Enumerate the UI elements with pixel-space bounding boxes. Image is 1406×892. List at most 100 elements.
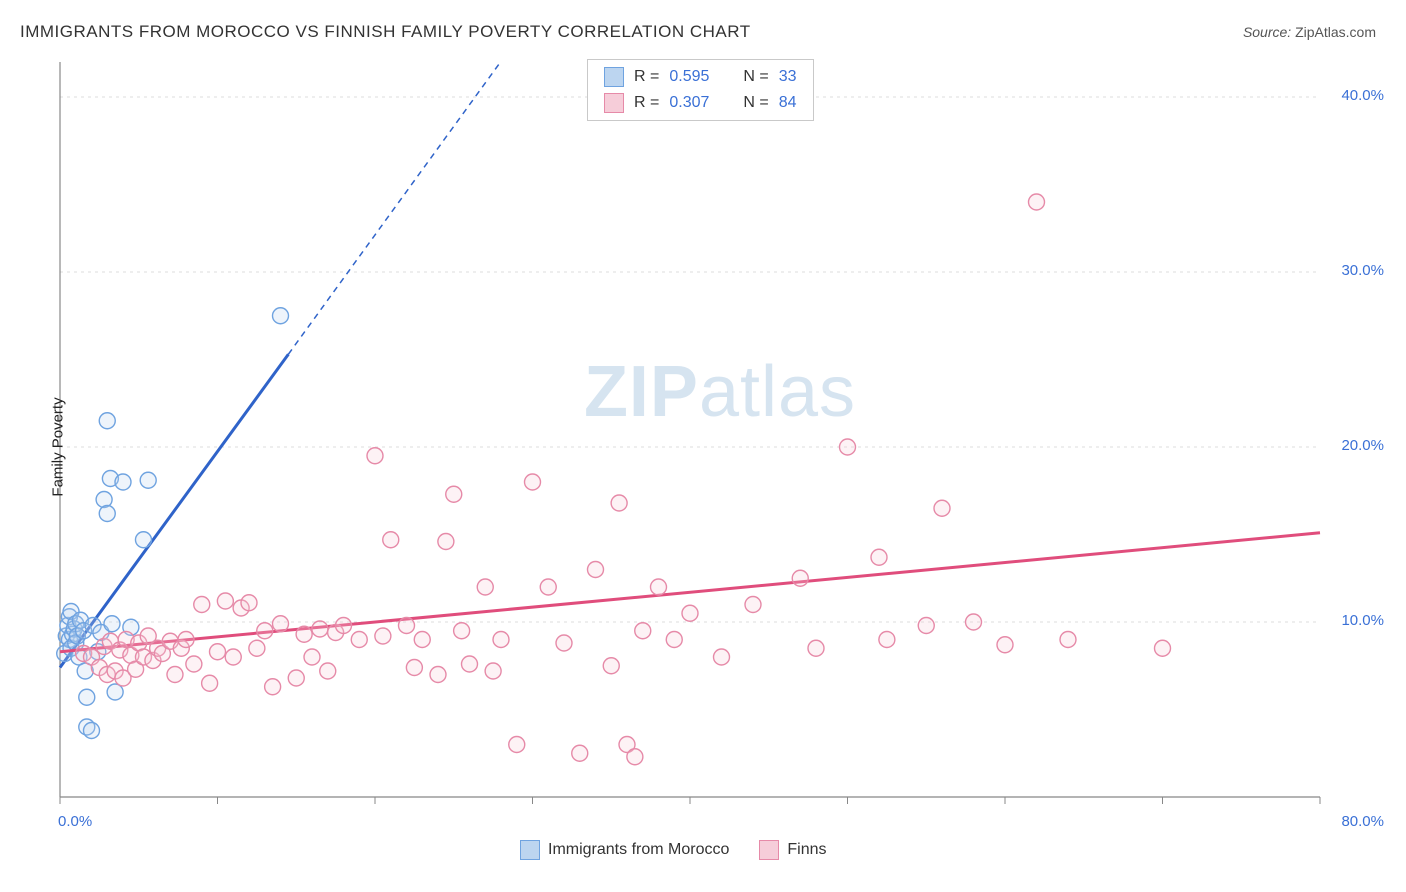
- series-legend: Immigrants from Morocco Finns: [520, 840, 827, 860]
- data-point-finns: [485, 663, 501, 679]
- trend-line-finns: [60, 533, 1320, 652]
- scatter-chart: [50, 57, 1390, 837]
- legend-n-value: 33: [779, 68, 797, 86]
- data-point-morocco: [140, 472, 156, 488]
- data-point-morocco: [115, 474, 131, 490]
- data-point-finns: [186, 656, 202, 672]
- data-point-finns: [446, 486, 462, 502]
- data-point-finns: [367, 448, 383, 464]
- data-point-finns: [194, 597, 210, 613]
- data-point-finns: [257, 623, 273, 639]
- data-point-finns: [414, 632, 430, 648]
- legend-n-value: 84: [779, 94, 797, 112]
- plot-area: Family Poverty ZIPatlas R =0.595N =33R =…: [50, 57, 1390, 837]
- data-point-finns: [918, 618, 934, 634]
- data-point-finns: [1155, 640, 1171, 656]
- legend-label: Finns: [787, 841, 826, 859]
- data-point-finns: [477, 579, 493, 595]
- data-point-finns: [462, 656, 478, 672]
- legend-item-morocco: Immigrants from Morocco: [520, 840, 729, 860]
- data-point-finns: [808, 640, 824, 656]
- y-tick-label: 30.0%: [1341, 262, 1384, 279]
- legend-item-finns: Finns: [759, 840, 826, 860]
- legend-swatch: [604, 93, 624, 113]
- data-point-finns: [651, 579, 667, 595]
- data-point-finns: [611, 495, 627, 511]
- data-point-finns: [792, 570, 808, 586]
- y-tick-label: 10.0%: [1341, 612, 1384, 629]
- data-point-finns: [202, 675, 218, 691]
- data-point-finns: [525, 474, 541, 490]
- x-tick-label: 0.0%: [58, 813, 92, 830]
- trend-line-ext-morocco: [288, 57, 564, 354]
- data-point-morocco: [107, 684, 123, 700]
- source-value: ZipAtlas.com: [1295, 24, 1376, 40]
- data-point-finns: [627, 749, 643, 765]
- data-point-finns: [997, 637, 1013, 653]
- data-point-finns: [217, 593, 233, 609]
- data-point-finns: [540, 579, 556, 595]
- data-point-finns: [438, 534, 454, 550]
- legend-row-finns: R = 0.307 N = 84: [588, 90, 813, 116]
- data-point-finns: [430, 667, 446, 683]
- data-point-finns: [210, 644, 226, 660]
- data-point-finns: [178, 632, 194, 648]
- data-point-morocco: [99, 413, 115, 429]
- legend-n-label: N =: [743, 68, 768, 86]
- legend-n-label: N =: [743, 94, 768, 112]
- data-point-finns: [682, 605, 698, 621]
- data-point-morocco: [104, 616, 120, 632]
- y-axis-label: Family Poverty: [50, 397, 67, 496]
- x-tick-label: 80.0%: [1341, 813, 1384, 830]
- data-point-finns: [603, 658, 619, 674]
- data-point-morocco: [79, 689, 95, 705]
- data-point-finns: [249, 640, 265, 656]
- data-point-finns: [312, 621, 328, 637]
- data-point-finns: [840, 439, 856, 455]
- data-point-morocco: [99, 506, 115, 522]
- legend-r-value: 0.595: [669, 68, 709, 86]
- data-point-morocco: [273, 308, 289, 324]
- correlation-legend: R = 0.595 N = 33 R = 0.307 N = 84: [587, 59, 814, 121]
- data-point-finns: [288, 670, 304, 686]
- data-point-finns: [320, 663, 336, 679]
- legend-r-label: R =: [634, 68, 659, 86]
- data-point-finns: [493, 632, 509, 648]
- data-point-finns: [934, 500, 950, 516]
- data-point-finns: [304, 649, 320, 665]
- legend-swatch: [604, 67, 624, 87]
- legend-r-value: 0.307: [669, 94, 709, 112]
- data-point-morocco: [84, 723, 100, 739]
- data-point-finns: [375, 628, 391, 644]
- data-point-finns: [1060, 632, 1076, 648]
- data-point-finns: [966, 614, 982, 630]
- data-point-finns: [509, 737, 525, 753]
- data-point-finns: [265, 679, 281, 695]
- data-point-finns: [572, 745, 588, 761]
- data-point-morocco: [135, 532, 151, 548]
- data-point-finns: [383, 532, 399, 548]
- chart-title: IMMIGRANTS FROM MOROCCO VS FINNISH FAMIL…: [20, 22, 751, 42]
- data-point-finns: [399, 618, 415, 634]
- data-point-finns: [1029, 194, 1045, 210]
- data-point-finns: [745, 597, 761, 613]
- legend-row-morocco: R = 0.595 N = 33: [588, 64, 813, 90]
- source-label: Source:: [1243, 24, 1295, 40]
- data-point-finns: [273, 616, 289, 632]
- data-point-morocco: [96, 492, 112, 508]
- data-point-finns: [351, 632, 367, 648]
- data-point-finns: [406, 660, 422, 676]
- data-point-finns: [241, 595, 257, 611]
- data-point-finns: [666, 632, 682, 648]
- legend-swatch: [520, 840, 540, 860]
- legend-swatch: [759, 840, 779, 860]
- legend-r-label: R =: [634, 94, 659, 112]
- data-point-finns: [336, 618, 352, 634]
- data-point-finns: [588, 562, 604, 578]
- data-point-finns: [225, 649, 241, 665]
- source-attribution: Source: ZipAtlas.com: [1243, 24, 1376, 40]
- data-point-finns: [556, 635, 572, 651]
- data-point-finns: [871, 549, 887, 565]
- data-point-finns: [714, 649, 730, 665]
- y-tick-label: 20.0%: [1341, 437, 1384, 454]
